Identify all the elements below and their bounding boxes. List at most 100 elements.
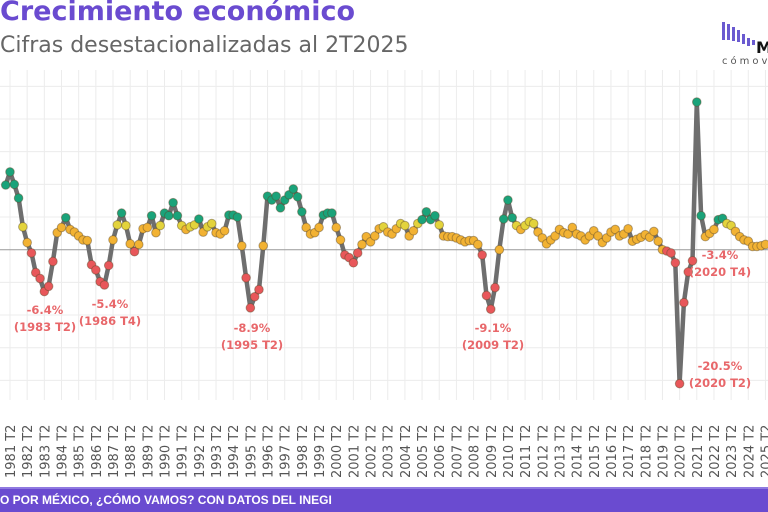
data-point — [172, 210, 183, 221]
data-point — [348, 257, 359, 268]
x-tick-label: 1991 T2 — [176, 425, 191, 478]
data-point — [48, 256, 58, 267]
data-point — [241, 273, 251, 283]
data-point — [271, 191, 281, 201]
x-tick-label: 1988 T2 — [124, 425, 139, 478]
data-point — [297, 207, 307, 217]
x-tick-label: 2023 T2 — [725, 425, 740, 478]
x-tick-label: 2015 T2 — [588, 425, 603, 478]
data-point — [301, 222, 311, 233]
data-point — [189, 220, 200, 230]
x-tick-label: 2011 T2 — [519, 425, 534, 478]
data-point — [56, 222, 67, 233]
x-tick-label: 2024 T2 — [742, 425, 757, 478]
data-point — [670, 257, 681, 268]
data-point — [593, 231, 603, 241]
series-line — [3, 99, 767, 386]
data-point — [498, 214, 509, 224]
data-point — [60, 212, 71, 223]
x-tick-label: 2019 T2 — [656, 425, 671, 478]
data-point — [653, 236, 663, 247]
data-point — [490, 282, 500, 293]
data-point — [674, 378, 685, 389]
x-tick-label: 1997 T2 — [279, 425, 294, 478]
data-point — [503, 195, 513, 205]
x-tick-label: 1999 T2 — [313, 425, 328, 478]
data-point — [357, 239, 367, 250]
data-point — [121, 220, 131, 231]
annotation-value: -9.1% — [475, 321, 512, 335]
data-point — [194, 214, 204, 224]
data-point — [0, 180, 11, 190]
x-tick-label: 2016 T2 — [605, 425, 620, 478]
annotation-value: -8.9% — [234, 321, 271, 335]
x-tick-label: 2007 T2 — [450, 425, 465, 478]
data-point — [164, 210, 174, 221]
data-point — [249, 291, 260, 302]
footer-bar: O POR MÉXICO, ¿CÓMO VAMOS? CON DATOS DEL… — [0, 487, 768, 512]
data-point — [335, 235, 346, 245]
data-point — [567, 222, 578, 233]
x-tick-label: 2002 T2 — [365, 425, 380, 478]
data-point — [473, 239, 483, 250]
data-point — [649, 226, 659, 237]
data-point — [22, 237, 32, 248]
data-point — [408, 225, 419, 236]
data-point — [146, 210, 157, 221]
data-point — [485, 304, 496, 314]
data-point — [245, 303, 256, 313]
x-tick-label: 2000 T2 — [330, 425, 345, 478]
x-tick-label: 2017 T2 — [622, 425, 637, 478]
x-tick-label: 1990 T2 — [159, 425, 174, 478]
data-point — [232, 212, 243, 222]
x-tick-label: 1989 T2 — [141, 425, 156, 478]
x-tick-label: 2010 T2 — [502, 425, 517, 478]
data-point — [5, 167, 15, 177]
annotation-period: (1995 T2) — [221, 338, 283, 352]
data-point — [760, 239, 768, 250]
data-point — [683, 267, 694, 277]
data-point — [168, 197, 178, 208]
x-tick-label: 2018 T2 — [639, 425, 654, 478]
data-point — [288, 184, 299, 194]
data-point — [327, 208, 337, 218]
x-tick-label: 2003 T2 — [382, 425, 397, 478]
x-tick-label: 2025 T2 — [759, 425, 768, 478]
annotation-period: (1986 T4) — [79, 314, 141, 328]
data-point — [258, 240, 269, 251]
annotation-period: (2009 T2) — [462, 338, 524, 352]
data-point — [151, 227, 161, 238]
data-point — [691, 97, 702, 107]
data-point — [314, 222, 324, 233]
x-tick-label: 1993 T2 — [210, 425, 225, 478]
data-point — [82, 235, 93, 246]
data-point — [43, 281, 54, 292]
data-point — [687, 256, 698, 266]
data-point — [550, 231, 560, 241]
annotation-value: -5.4% — [92, 297, 129, 311]
data-point — [292, 191, 303, 202]
chart-subtitle: Cifras desestacionalizadas al 2T2025 — [0, 33, 409, 58]
data-point — [30, 267, 41, 278]
data-point — [726, 220, 736, 231]
data-point — [91, 265, 101, 275]
data-point — [430, 210, 440, 221]
x-tick-label: 2001 T2 — [347, 425, 362, 478]
footer-source: O POR MÉXICO, ¿CÓMO VAMOS? CON DATOS DEL… — [0, 493, 332, 507]
x-tick-label: 1985 T2 — [73, 425, 88, 478]
data-point — [537, 233, 548, 243]
data-point — [365, 237, 376, 247]
data-point — [284, 190, 294, 200]
logo-text: cómov — [722, 56, 768, 67]
annotation-period: (2020 T2) — [689, 376, 751, 390]
x-tick-label: 1983 T2 — [38, 425, 53, 478]
x-tick-label: 1996 T2 — [262, 425, 277, 478]
data-point — [370, 231, 380, 241]
data-point — [35, 273, 45, 284]
data-point — [142, 222, 153, 233]
x-tick-label: 1981 T2 — [4, 425, 19, 478]
x-tick-label: 2014 T2 — [571, 425, 586, 478]
data-point — [417, 214, 427, 225]
x-tick-label: 1987 T2 — [107, 425, 122, 478]
data-point — [275, 203, 286, 213]
